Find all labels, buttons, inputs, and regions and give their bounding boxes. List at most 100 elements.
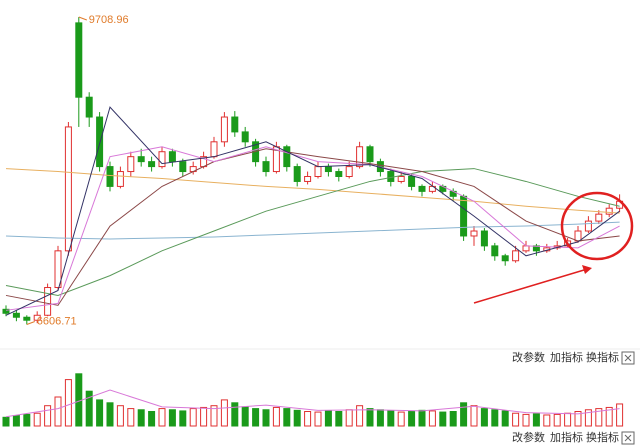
volume-bar <box>210 405 218 427</box>
volume-bar <box>127 408 135 427</box>
volume-bar <box>480 408 488 427</box>
candle-body <box>366 146 374 163</box>
toolbar-button[interactable]: 加指标 <box>550 350 583 364</box>
max-leader <box>78 16 87 21</box>
volume-bar <box>33 412 41 427</box>
candle-body <box>283 146 291 168</box>
candle-body <box>345 166 353 178</box>
candle-body <box>33 314 41 321</box>
volume-bar <box>532 413 540 427</box>
candle-body <box>137 156 145 163</box>
volume-bar <box>574 411 582 427</box>
volume-bar <box>553 413 561 427</box>
close-button[interactable] <box>621 431 635 445</box>
volume-bar <box>616 403 624 427</box>
volume-bar <box>148 411 156 427</box>
volume-bar <box>44 405 52 427</box>
volume-bar <box>158 408 166 427</box>
candle-body <box>387 171 395 182</box>
candle-body <box>241 131 249 143</box>
volume-bar <box>522 413 530 427</box>
volume-bar <box>137 409 145 427</box>
candle-body <box>44 287 52 316</box>
volume-bar <box>200 406 208 427</box>
volume-bar <box>64 379 72 427</box>
candle-body <box>574 230 582 242</box>
candle-body <box>168 151 176 163</box>
volume-bar <box>220 399 228 427</box>
volume-bar <box>54 396 62 427</box>
volume-bar <box>252 408 260 427</box>
toolbar-button[interactable]: 改参数 <box>512 430 545 444</box>
toolbar-button[interactable]: 加指标 <box>550 430 583 444</box>
volume-bar <box>605 406 613 427</box>
min-label: 6606.71 <box>37 315 77 327</box>
volume-bar <box>168 409 176 427</box>
volume-bar <box>324 410 332 427</box>
volume-bar <box>283 408 291 427</box>
moving-average <box>5 146 620 311</box>
highlight-circle <box>560 191 634 261</box>
volume-bar <box>428 410 436 427</box>
volume-bar <box>564 412 572 427</box>
volume-bar <box>314 411 322 427</box>
candle-body <box>491 245 499 257</box>
volume-bar <box>116 405 124 427</box>
candle-body <box>304 176 312 182</box>
volume-bar <box>179 410 187 427</box>
volume-bar <box>491 409 499 427</box>
candle-body <box>148 161 156 168</box>
volume-bar <box>376 409 384 427</box>
candle-body <box>2 308 10 314</box>
toolbar-button[interactable]: 换指标 <box>586 430 619 444</box>
marks: 9708.96 6606.71 <box>2 14 624 427</box>
candle-body <box>293 166 301 182</box>
close-button[interactable] <box>621 351 635 365</box>
volume-bar <box>262 409 270 427</box>
candle-body <box>262 161 270 173</box>
volume-bar <box>460 402 468 427</box>
candle-body <box>179 161 187 173</box>
candle-body <box>96 116 104 168</box>
moving-average <box>5 168 620 296</box>
candle-body <box>522 245 530 252</box>
min-leader <box>26 321 35 325</box>
volume-bar <box>449 411 457 427</box>
toolbar-button[interactable]: 换指标 <box>586 350 619 364</box>
toolbar-button[interactable]: 改参数 <box>512 350 545 364</box>
candle-body <box>512 250 520 262</box>
arrow <box>473 265 592 304</box>
candle-body <box>480 230 488 247</box>
candle-body <box>64 126 72 252</box>
volume-bar <box>345 409 353 427</box>
volume-bar <box>96 399 104 427</box>
max-label: 9708.96 <box>89 14 129 26</box>
candle-body <box>397 176 405 182</box>
candle-body <box>356 146 364 168</box>
volume-bar <box>189 408 197 427</box>
candle-body <box>85 96 93 118</box>
volume-bar <box>366 408 374 427</box>
candle-body <box>12 312 20 318</box>
volume-bar <box>397 411 405 427</box>
candle-body <box>324 166 332 173</box>
candle-body <box>335 171 343 177</box>
volume-bar <box>293 409 301 427</box>
candle-body <box>460 195 468 237</box>
volume-bar <box>356 405 364 427</box>
candle-body <box>75 22 83 98</box>
candle-body <box>210 141 218 158</box>
volume-bar <box>241 406 249 427</box>
volume-bar <box>23 413 31 427</box>
candle-body <box>470 230 478 237</box>
volume-bar <box>387 410 395 427</box>
moving-average <box>5 221 620 240</box>
volume-bar <box>2 416 10 427</box>
candle-body <box>127 156 135 173</box>
candle-body <box>408 176 416 187</box>
volume-bar <box>231 402 239 427</box>
volume-bar <box>12 415 20 427</box>
volume-bar <box>439 411 447 427</box>
candle-body <box>584 220 592 232</box>
